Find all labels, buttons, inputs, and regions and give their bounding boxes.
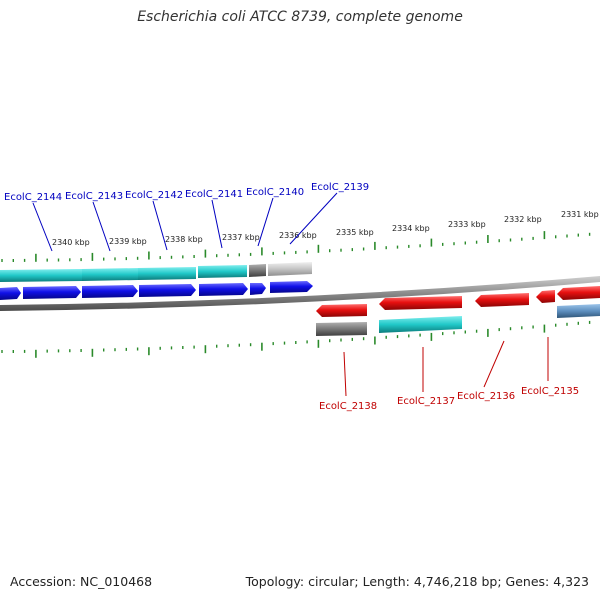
label-leader-line <box>289 192 338 245</box>
label-leader-line <box>32 202 53 252</box>
label-leader-line <box>483 340 505 388</box>
scale-label: 2340 kbp <box>52 238 90 247</box>
grey-feature <box>316 322 367 336</box>
forward-cds-arrow[interactable] <box>82 285 138 298</box>
forward-cds-arrow[interactable] <box>139 284 196 297</box>
genome-backbone <box>0 276 600 311</box>
map-title: Escherichia coli ATCC 8739, complete gen… <box>137 9 463 25</box>
forward-cds-arrow[interactable] <box>270 281 313 293</box>
label-leader-line <box>257 197 274 247</box>
cyan-feature <box>82 268 138 281</box>
scale-labels: 2340 kbp 2339 kbp 2338 kbp 2337 kbp 2336… <box>52 210 599 247</box>
forward-cds-arrow[interactable] <box>23 286 81 299</box>
cyan-feature <box>379 316 462 333</box>
scale-label: 2332 kbp <box>504 215 542 224</box>
forward-cds-arrow[interactable] <box>250 283 266 295</box>
label-leader-line <box>152 200 168 251</box>
gene-label-ecolc-2143[interactable]: EcolC_2143 <box>65 191 123 202</box>
gene-label-ecolc-2139[interactable]: EcolC_2139 <box>311 182 369 193</box>
light-grey-feature <box>268 262 312 276</box>
scale-label: 2334 kbp <box>392 224 430 233</box>
reverse-cds-arrow[interactable] <box>475 293 529 307</box>
label-leader-line <box>211 199 223 249</box>
gene-label-ecolc-2144[interactable]: EcolC_2144 <box>4 192 62 203</box>
forward-gene-labels: EcolC_2144 EcolC_2143 EcolC_2142 EcolC_2… <box>4 182 369 252</box>
forward-feature-track <box>0 262 312 282</box>
gene-label-ecolc-2136[interactable]: EcolC_2136 <box>457 391 515 402</box>
reverse-cds-arrow[interactable] <box>379 296 462 310</box>
gene-label-ecolc-2135[interactable]: EcolC_2135 <box>521 386 579 397</box>
gene-label-ecolc-2141[interactable]: EcolC_2141 <box>185 189 243 200</box>
cyan-feature <box>0 269 82 282</box>
reverse-feature-track <box>316 304 600 336</box>
scale-label: 2335 kbp <box>336 228 374 237</box>
label-leader-line <box>343 351 347 397</box>
gene-label-ecolc-2142[interactable]: EcolC_2142 <box>125 190 183 201</box>
scale-label: 2339 kbp <box>109 237 147 246</box>
cyan-feature <box>138 267 196 280</box>
topology-text: Topology: circular; Length: 4,746,218 bp… <box>245 574 589 589</box>
gene-label-ecolc-2137[interactable]: EcolC_2137 <box>397 396 455 407</box>
reverse-cds-arrow[interactable] <box>316 304 367 317</box>
scale-label: 2331 kbp <box>561 210 599 219</box>
reverse-gene-labels: EcolC_2138 EcolC_2137 EcolC_2136 EcolC_2… <box>319 337 579 412</box>
forward-cds-track <box>0 281 313 300</box>
cyan-feature <box>198 265 247 278</box>
steel-feature <box>557 304 600 318</box>
reverse-cds-track <box>316 286 600 317</box>
gene-label-ecolc-2140[interactable]: EcolC_2140 <box>246 187 304 198</box>
forward-cds-arrow[interactable] <box>199 283 248 296</box>
scale-label: 2333 kbp <box>448 220 486 229</box>
tick-marks-bottom <box>1 320 591 358</box>
scale-label: 2337 kbp <box>222 233 260 242</box>
tick-marks-top <box>1 231 591 262</box>
accession-text: Accession: NC_010468 <box>10 574 153 589</box>
forward-cds-arrow[interactable] <box>0 287 21 300</box>
grey-feature <box>249 264 266 277</box>
reverse-cds-arrow[interactable] <box>557 286 600 300</box>
scale-label: 2338 kbp <box>165 235 203 244</box>
reverse-cds-arrow[interactable] <box>536 290 555 303</box>
label-leader-line <box>92 201 111 252</box>
gene-label-ecolc-2138[interactable]: EcolC_2138 <box>319 401 377 412</box>
